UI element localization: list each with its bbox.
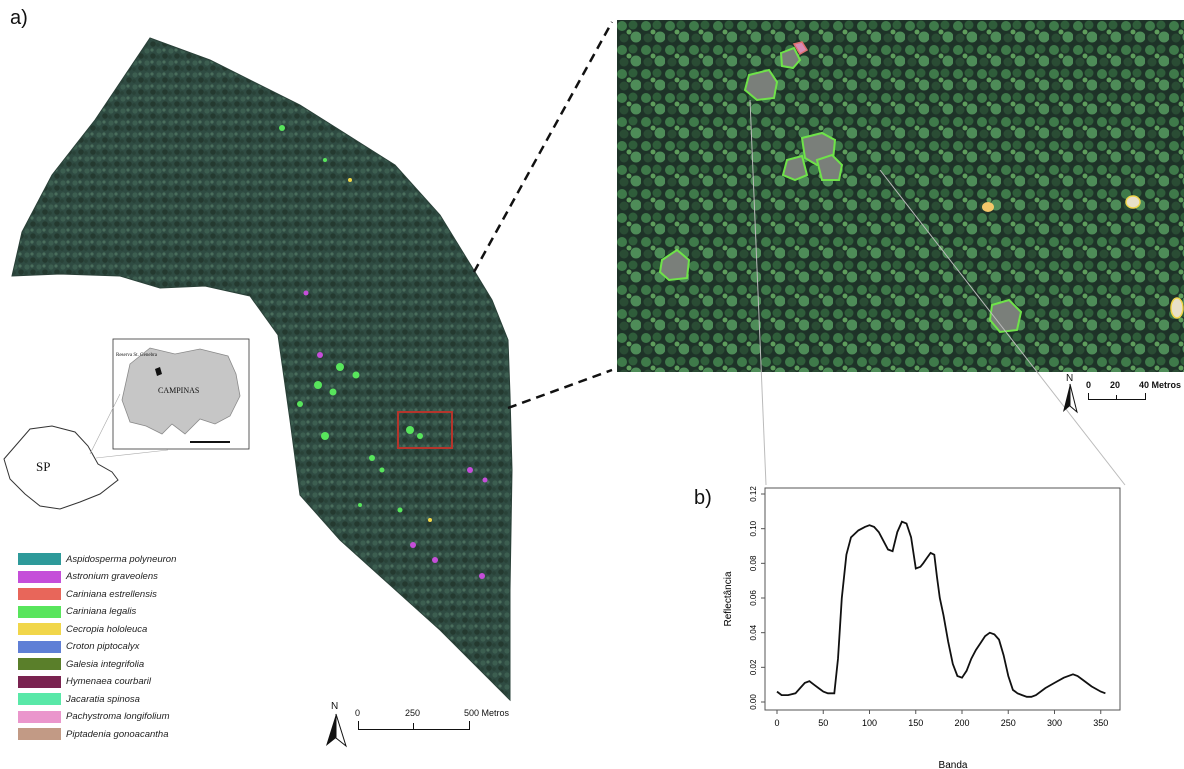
reserve-label: Reserva St. Genebra	[116, 353, 157, 358]
legend-swatch	[18, 693, 61, 705]
legend-item: Aspidosperma polyneuron	[18, 551, 176, 567]
legend-item: Cariniana estrellensis	[18, 586, 157, 602]
x-tick-label: 100	[862, 718, 877, 728]
zoom-extent-box	[397, 411, 453, 449]
legend-label: Croton piptocalyx	[66, 641, 140, 652]
y-axis-label: Reflectância	[723, 571, 734, 626]
legend-item: Jacaratia spinosa	[18, 691, 140, 707]
legend-swatch	[18, 710, 61, 723]
x-tick-label: 350	[1093, 718, 1108, 728]
legend-item: Cecropia hololeuca	[18, 621, 147, 637]
scale-tick-1: 250	[405, 708, 421, 718]
legend-label: Cariniana estrellensis	[66, 588, 157, 600]
legend-label: Hymenaea courbaril	[66, 676, 152, 687]
sp-state-outline	[3, 425, 119, 510]
legend-label: Cecropia hololeuca	[66, 623, 148, 635]
legend-label: Pachystroma longifolium	[66, 711, 170, 722]
zoom-tick-2: 40 Metros	[1139, 380, 1182, 390]
legend-item: Galesia integrifolia	[18, 656, 144, 672]
scale-tick-2: 500 Metros	[464, 708, 510, 718]
x-axis-label: Banda	[939, 760, 968, 769]
legend-swatch	[18, 675, 61, 688]
guide-lines	[749, 99, 1126, 486]
y-tick-label: 0.12	[749, 486, 758, 502]
legend-label: Piptadenia gonoacantha	[66, 728, 169, 740]
north-arrow-icon	[326, 713, 347, 748]
north-arrow-icon	[1063, 383, 1078, 414]
x-tick-label: 300	[1047, 718, 1062, 728]
panel-a-label: a)	[10, 7, 28, 29]
y-tick-label: 0.02	[749, 659, 758, 675]
y-tick-label: 0.08	[749, 555, 758, 571]
legend-item: Hymenaea courbaril	[18, 674, 151, 690]
city-label: CAMPINAS	[158, 386, 200, 395]
reflectance-series-line	[776, 520, 1106, 698]
north-label-zoom: N	[1066, 373, 1074, 384]
y-tick-label: 0.00	[749, 694, 758, 710]
panel-b-label: b)	[694, 487, 712, 509]
forest-area	[11, 37, 513, 702]
zoom-tick-0: 0	[1086, 380, 1092, 390]
scale-tick-0: 0	[355, 708, 361, 718]
zoom-tick-1: 20	[1110, 380, 1121, 390]
legend-label: Cariniana legalis	[66, 606, 137, 617]
legend-swatch	[18, 588, 61, 600]
north-label: N	[331, 701, 339, 712]
x-tick-label: 250	[1001, 718, 1016, 728]
legend-label: Galesia integrifolia	[66, 658, 145, 670]
x-tick-label: 200	[954, 718, 969, 728]
legend-swatch	[18, 553, 61, 565]
legend-swatch	[18, 640, 61, 653]
legend-item: Piptadenia gonoacantha	[18, 726, 168, 742]
scale-line	[358, 721, 470, 730]
y-tick-label: 0.04	[749, 624, 758, 640]
legend: Aspidosperma polyneuron Astronium graveol…	[0, 0, 200, 769]
zoom-scale-bar: N 0 20 40 Metros	[1060, 373, 1184, 414]
campinas-shape	[121, 347, 241, 435]
legend-swatch	[18, 728, 61, 740]
legend-item: Cariniana legalis	[18, 604, 136, 620]
legend-label: Jacaratia spinosa	[66, 693, 140, 705]
x-tick-label: 0	[774, 718, 779, 728]
locator-inset: SP CAMPINAS Reserva St. Genebra	[0, 334, 260, 514]
reflectance-chart: 0.00 0.02 0.04 0.06 0.08 0.10 0.12 0 50 100 150 20…	[723, 486, 1121, 769]
legend-item: Pachystroma longifolium	[18, 709, 170, 725]
legend-swatch	[18, 605, 61, 618]
state-label: SP	[36, 459, 51, 474]
plot-frame	[764, 487, 1121, 711]
tree-markers	[279, 125, 488, 579]
legend-item: Croton piptocalyx	[18, 639, 139, 655]
legend-label: Astronium graveolens	[66, 571, 158, 582]
legend-swatch	[18, 623, 61, 635]
x-tick-label: 150	[908, 718, 923, 728]
main-scale-bar: N 0 250 500 Metros	[322, 701, 542, 756]
legend-item: Astronium graveolens	[18, 569, 158, 585]
legend-label: Aspidosperma polyneuron	[66, 553, 177, 565]
x-tick-label: 50	[818, 718, 828, 728]
y-tick-label: 0.10	[749, 520, 758, 536]
forest-map	[11, 21, 614, 702]
y-tick-label: 0.06	[749, 590, 758, 606]
legend-swatch	[18, 570, 61, 583]
crown-outlines	[658, 46, 1023, 334]
legend-swatch	[18, 658, 61, 670]
